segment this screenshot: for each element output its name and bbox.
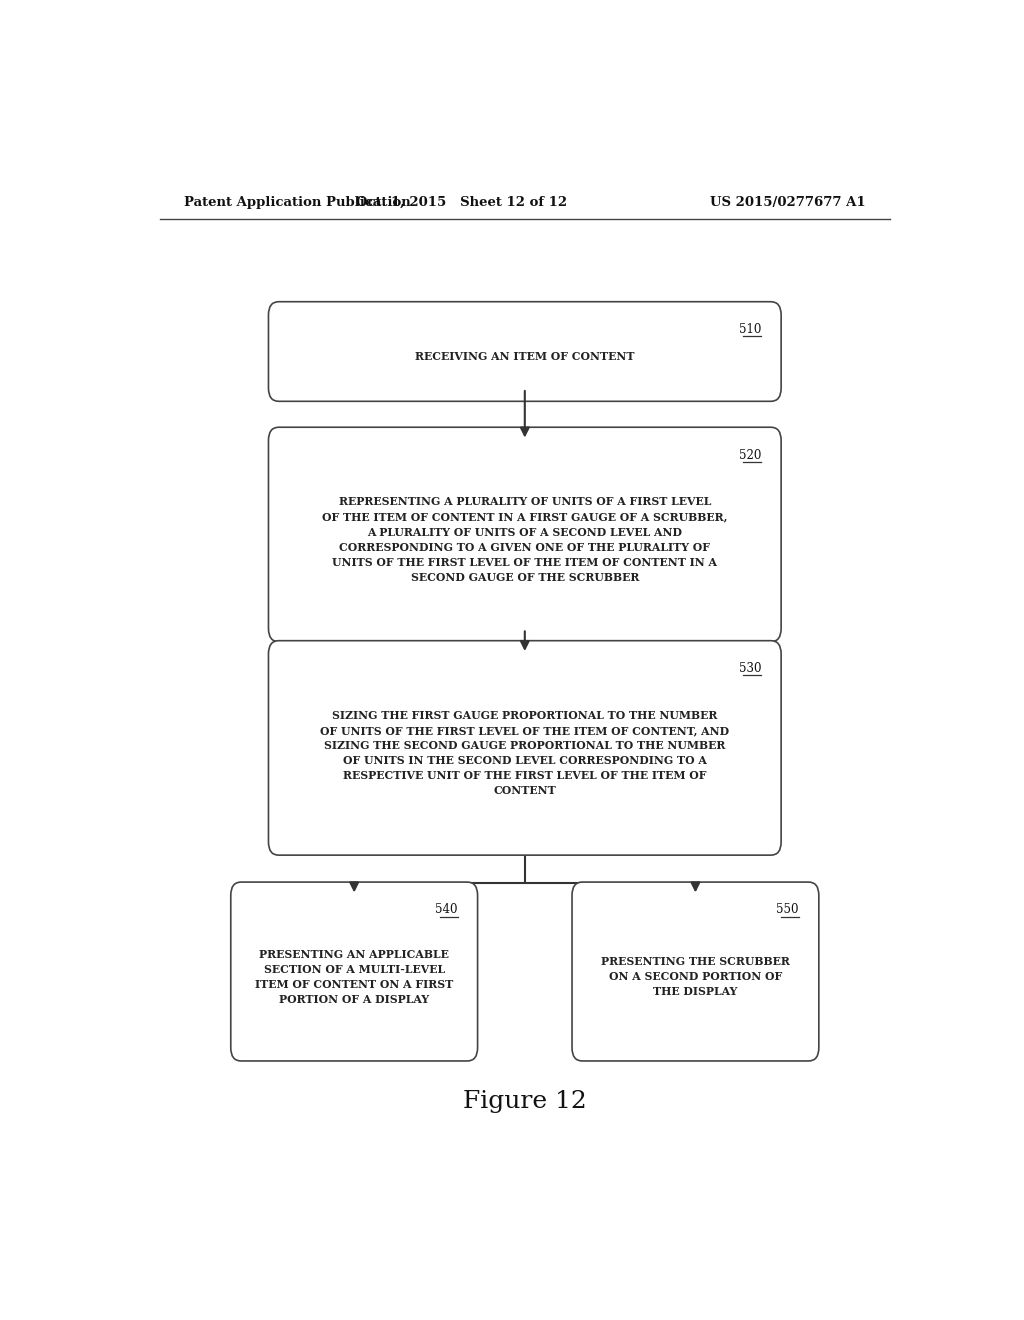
Text: 530: 530 [738, 663, 761, 675]
Text: 550: 550 [776, 903, 799, 916]
Text: SIZING THE FIRST GAUGE PROPORTIONAL TO THE NUMBER
OF UNITS OF THE FIRST LEVEL OF: SIZING THE FIRST GAUGE PROPORTIONAL TO T… [321, 710, 729, 796]
Text: 540: 540 [435, 903, 458, 916]
Text: US 2015/0277677 A1: US 2015/0277677 A1 [711, 195, 866, 209]
Text: Patent Application Publication: Patent Application Publication [183, 195, 411, 209]
Text: Figure 12: Figure 12 [463, 1090, 587, 1113]
FancyBboxPatch shape [268, 302, 781, 401]
Text: REPRESENTING A PLURALITY OF UNITS OF A FIRST LEVEL
OF THE ITEM OF CONTENT IN A F: REPRESENTING A PLURALITY OF UNITS OF A F… [323, 496, 727, 582]
Text: Oct. 1, 2015   Sheet 12 of 12: Oct. 1, 2015 Sheet 12 of 12 [355, 195, 567, 209]
Text: 520: 520 [739, 449, 761, 462]
FancyBboxPatch shape [572, 882, 819, 1061]
Text: PRESENTING AN APPLICABLE
SECTION OF A MULTI-LEVEL
ITEM OF CONTENT ON A FIRST
POR: PRESENTING AN APPLICABLE SECTION OF A MU… [255, 949, 454, 1005]
FancyBboxPatch shape [268, 428, 781, 642]
Text: 510: 510 [739, 323, 761, 337]
Text: PRESENTING THE SCRUBBER
ON A SECOND PORTION OF
THE DISPLAY: PRESENTING THE SCRUBBER ON A SECOND PORT… [601, 956, 790, 997]
Text: RECEIVING AN ITEM OF CONTENT: RECEIVING AN ITEM OF CONTENT [415, 351, 635, 362]
FancyBboxPatch shape [268, 640, 781, 855]
FancyBboxPatch shape [230, 882, 477, 1061]
